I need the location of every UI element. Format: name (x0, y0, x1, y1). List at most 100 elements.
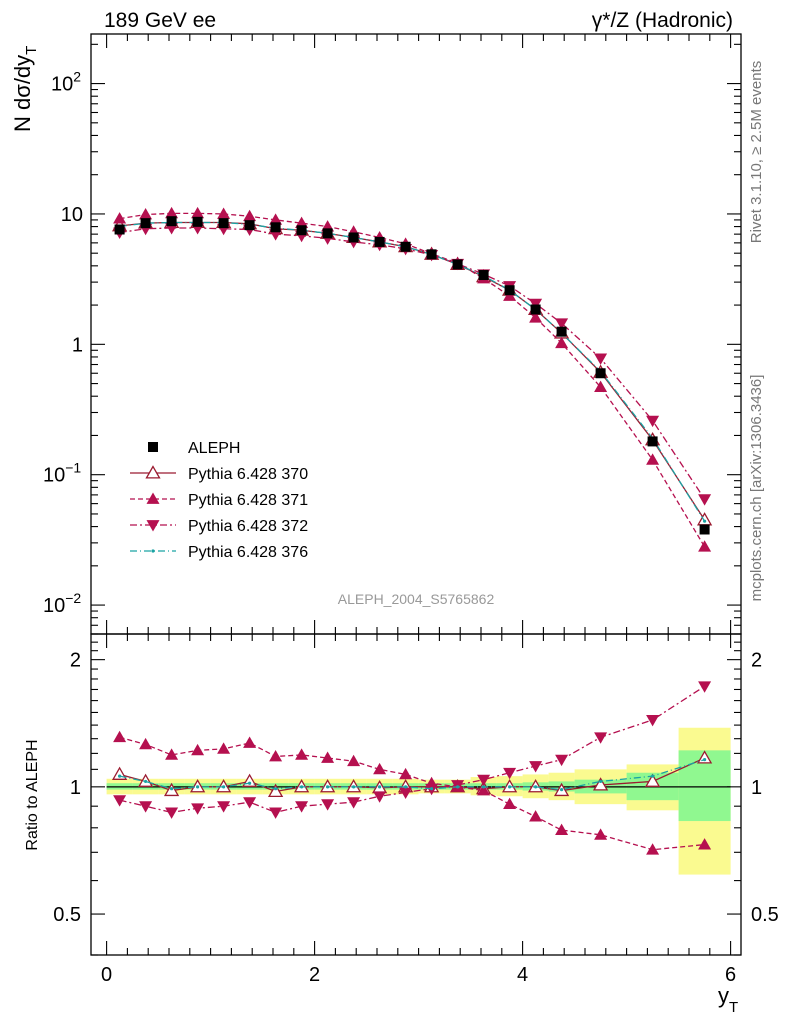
data-point-py371 (477, 784, 491, 796)
data-point-data (218, 218, 229, 229)
data-point-py371 (698, 838, 712, 850)
x-tick-label: 4 (517, 964, 528, 986)
series-py376-ratio (118, 758, 707, 792)
ratio-y-tick-label-right: 2 (751, 650, 762, 672)
data-point-py371 (139, 737, 153, 750)
data-point-data (647, 436, 658, 447)
data-point-py376 (534, 785, 538, 789)
data-point-py372 (217, 801, 231, 813)
data-point-py371 (243, 736, 257, 748)
data-point-py371 (217, 207, 231, 219)
ratio-plot-frame (90, 633, 742, 956)
main-y-tick-label: 10−1 (43, 460, 81, 487)
data-point-py371 (165, 748, 179, 760)
series-layer (111, 206, 713, 855)
analysis-reference-label: ALEPH_2004_S5765862 (338, 591, 495, 607)
data-point-py376 (482, 785, 486, 789)
data-point-py371 (295, 216, 309, 229)
data-point-data (452, 259, 463, 270)
data-point-py372 (269, 807, 283, 819)
data-point-data (270, 222, 281, 233)
legend-label: ALEPH (188, 440, 240, 457)
data-point-py372 (321, 799, 335, 811)
legend-marker (148, 442, 158, 452)
data-point-py376 (326, 785, 330, 789)
data-point-py376 (352, 785, 356, 789)
data-point-py372 (503, 767, 517, 780)
data-point-py371 (321, 751, 335, 763)
data-point-py371 (269, 213, 283, 225)
energy-label: 189 GeV ee (104, 9, 216, 32)
data-point-py371 (243, 209, 257, 222)
data-point-py372 (555, 754, 569, 767)
data-point-py376 (300, 785, 304, 789)
ratio-y-axis-label: Ratio to ALEPH (24, 739, 41, 850)
data-point-data (244, 220, 255, 231)
data-point-py376 (378, 785, 382, 789)
legend-label: Pythia 6.428 371 (188, 492, 308, 509)
data-point-py372 (477, 774, 491, 787)
data-point-py372 (139, 801, 153, 813)
axis-ticks (91, 34, 741, 956)
data-point-data (530, 304, 541, 315)
legend-item-py371: Pythia 6.428 371 (130, 492, 308, 509)
data-point-py372 (373, 791, 387, 803)
data-point-py376 (118, 774, 122, 778)
data-point-py371 (373, 762, 387, 775)
legend-marker (146, 492, 160, 504)
data-point-py371 (698, 540, 712, 552)
process-label: γ*/Z (Hadronic) (592, 9, 733, 32)
data-point-py371 (113, 212, 127, 224)
data-point-py376 (456, 785, 460, 789)
data-point-data (140, 218, 151, 229)
x-tick-label: 2 (309, 964, 320, 986)
data-point-py371 (217, 742, 231, 754)
data-point-py372 (594, 732, 608, 744)
series-py372-main (113, 223, 712, 506)
data-point-py372 (347, 797, 361, 809)
main-y-tick-label: 102 (51, 69, 81, 96)
data-point-data (426, 249, 437, 260)
data-point-py371 (295, 748, 309, 760)
main-y-axis-label: N dσ/dyT (10, 46, 40, 132)
data-point-py372 (594, 353, 608, 365)
series-data-main (114, 216, 710, 535)
data-point-py371 (555, 336, 569, 349)
x-tick-label: 6 (725, 964, 736, 986)
data-point-py372 (295, 801, 309, 813)
data-point-py371 (529, 810, 543, 822)
ratio-y-tick-label-left: 0.5 (53, 904, 81, 926)
ratio-y-tick-label-left: 2 (70, 650, 81, 672)
legend-marker (145, 465, 161, 479)
data-point-py376 (170, 787, 174, 791)
data-point-py370 (644, 773, 661, 787)
data-point-py376 (144, 779, 148, 784)
x-tick-label: 0 (101, 964, 112, 986)
series-line-py371 (119, 736, 705, 851)
data-point-py376 (599, 779, 603, 784)
data-point-data (595, 368, 606, 379)
data-point-data (478, 270, 489, 281)
data-point-py372 (555, 318, 569, 330)
data-point-py371 (503, 797, 517, 810)
legend-item-py372: Pythia 6.428 372 (130, 518, 308, 535)
data-point-py376 (404, 785, 408, 789)
x-axis-label: yT (718, 983, 738, 1016)
legend-marker (146, 520, 160, 532)
series-line-py376 (119, 221, 706, 522)
mcplots-reference-label: mcplots.cern.ch [arXiv:1306.3436] (748, 375, 765, 602)
data-point-data (374, 236, 385, 247)
legend-item-py370: Pythia 6.428 370 (130, 465, 308, 483)
rivet-version-label: Rivet 3.1.10, ≥ 2.5M events (748, 61, 765, 244)
data-point-py376 (248, 781, 252, 785)
data-point-py370 (696, 512, 713, 526)
data-point-py371 (646, 843, 660, 855)
data-point-py372 (113, 795, 127, 807)
data-point-py372 (165, 807, 179, 819)
series-line-py371 (119, 212, 706, 548)
data-point-py376 (222, 785, 226, 789)
data-point-py372 (243, 797, 257, 809)
data-point-py376 (196, 785, 200, 789)
series-py372-ratio (113, 681, 712, 819)
data-point-py371 (399, 767, 413, 780)
